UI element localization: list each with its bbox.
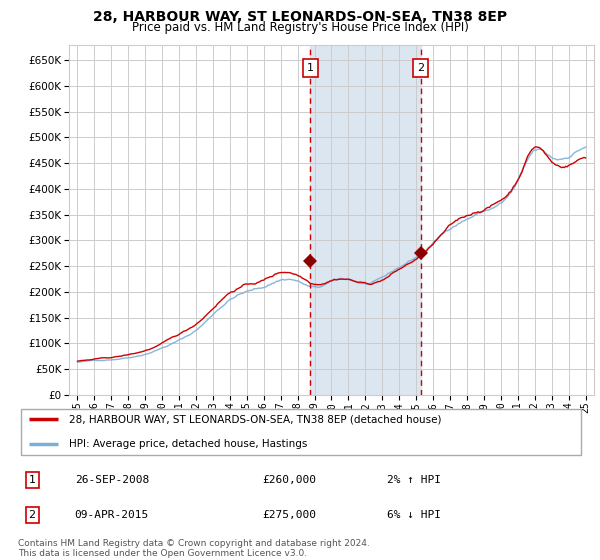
Text: 28, HARBOUR WAY, ST LEONARDS-ON-SEA, TN38 8EP (detached house): 28, HARBOUR WAY, ST LEONARDS-ON-SEA, TN3… [69, 414, 442, 424]
Text: 1: 1 [29, 475, 35, 485]
Bar [310, 45, 421, 395]
Text: 2: 2 [29, 510, 36, 520]
Text: 28, HARBOUR WAY, ST LEONARDS-ON-SEA, TN38 8EP: 28, HARBOUR WAY, ST LEONARDS-ON-SEA, TN3… [93, 10, 507, 24]
Text: 1: 1 [307, 63, 314, 73]
Text: 26-SEP-2008: 26-SEP-2008 [75, 475, 149, 485]
Text: 2% ↑ HPI: 2% ↑ HPI [386, 475, 440, 485]
Text: HPI: Average price, detached house, Hastings: HPI: Average price, detached house, Hast… [69, 439, 307, 449]
Text: 09-APR-2015: 09-APR-2015 [75, 510, 149, 520]
Text: £275,000: £275,000 [262, 510, 316, 520]
Text: £260,000: £260,000 [262, 475, 316, 485]
Text: Contains HM Land Registry data © Crown copyright and database right 2024.
This d: Contains HM Land Registry data © Crown c… [18, 539, 370, 558]
Text: 6% ↓ HPI: 6% ↓ HPI [386, 510, 440, 520]
FancyBboxPatch shape [21, 409, 581, 455]
Text: 2: 2 [417, 63, 424, 73]
Text: Price paid vs. HM Land Registry's House Price Index (HPI): Price paid vs. HM Land Registry's House … [131, 21, 469, 34]
